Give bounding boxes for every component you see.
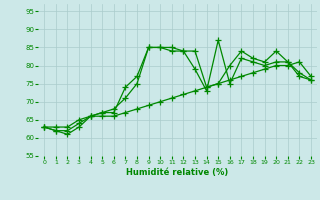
X-axis label: Humidité relative (%): Humidité relative (%) [126, 168, 229, 177]
